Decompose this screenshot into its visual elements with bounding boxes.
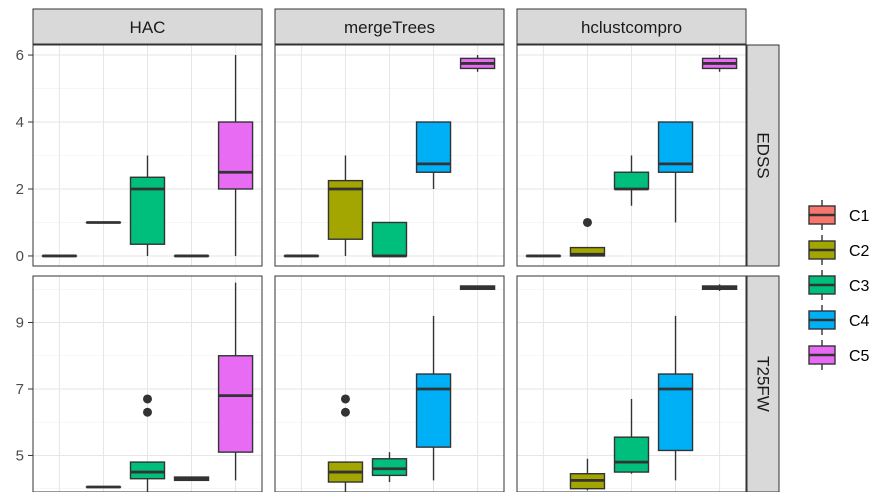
panel-mergetrees-t25fw bbox=[274, 275, 505, 492]
panel-hclustcompro-t25fw bbox=[516, 275, 747, 492]
box-body bbox=[371, 458, 408, 477]
box-c2 bbox=[569, 217, 606, 257]
legend-item-c5: C5 bbox=[808, 340, 870, 370]
box-c4 bbox=[657, 121, 694, 223]
strip-label-mergetrees: mergeTrees bbox=[344, 18, 435, 37]
box-c3 bbox=[613, 398, 650, 474]
legend-label-c4: C4 bbox=[849, 313, 870, 330]
strip-label-t25fw: T25FW bbox=[754, 356, 773, 412]
y-tick-label: 0 bbox=[16, 248, 24, 265]
legend-label-c1: C1 bbox=[849, 208, 870, 225]
box-body bbox=[613, 436, 650, 473]
strip-bg-hac bbox=[32, 8, 263, 45]
box-c4 bbox=[657, 315, 694, 481]
box-c5 bbox=[217, 55, 254, 256]
y-tick-label: 5 bbox=[16, 447, 24, 464]
box-c5 bbox=[459, 55, 496, 72]
box-body bbox=[415, 373, 452, 448]
strip-bg-edss bbox=[746, 44, 780, 267]
panel-border bbox=[274, 44, 505, 267]
box-c3 bbox=[371, 221, 408, 258]
panel-border bbox=[516, 44, 747, 267]
panel-hac-t25fw bbox=[32, 275, 263, 492]
facet-column-strips: HAC mergeTrees hclustcompro bbox=[32, 8, 747, 45]
box-c3 bbox=[371, 452, 408, 483]
y-axes: 0 2 4 6 5 7 9 bbox=[16, 47, 33, 464]
box-c4 bbox=[415, 315, 452, 481]
y-tick-label: 7 bbox=[16, 381, 24, 398]
facet-row-strips: EDSS T25FW bbox=[746, 44, 780, 492]
box-body bbox=[129, 176, 166, 245]
box-body bbox=[217, 121, 254, 190]
outlier-point bbox=[340, 394, 350, 404]
outlier-point bbox=[143, 407, 152, 417]
facet-panels bbox=[32, 44, 747, 492]
legend: C1 C2 C3 C4 C5 bbox=[808, 200, 870, 370]
box-c4 bbox=[415, 121, 452, 189]
box-body bbox=[613, 171, 650, 190]
box-c4 bbox=[173, 476, 210, 482]
strip-bg-mergetrees bbox=[274, 8, 505, 45]
y-tick-label: 6 bbox=[16, 47, 24, 64]
box-c5 bbox=[701, 284, 738, 291]
strip-label-edss: EDSS bbox=[754, 132, 773, 178]
panel-border bbox=[274, 275, 505, 492]
y-tick-label: 4 bbox=[16, 114, 24, 131]
y-tick-label: 2 bbox=[16, 181, 24, 198]
panel-mergetrees-edss bbox=[274, 44, 505, 267]
box-body bbox=[569, 246, 606, 257]
panel-hac-edss bbox=[32, 44, 263, 267]
legend-item-c3: C3 bbox=[808, 270, 870, 300]
legend-item-c4: C4 bbox=[808, 305, 870, 335]
strip-label-hclustcompro: hclustcompro bbox=[581, 18, 682, 37]
legend-item-c2: C2 bbox=[808, 235, 870, 265]
box-c3 bbox=[613, 155, 650, 206]
panel-hclustcompro-edss bbox=[516, 44, 747, 267]
panel-border bbox=[32, 275, 263, 492]
legend-item-c1: C1 bbox=[808, 200, 870, 230]
panel-border bbox=[516, 275, 747, 492]
panel-border bbox=[32, 44, 263, 267]
strip-bg-t25fw bbox=[746, 275, 780, 492]
box-c5 bbox=[701, 55, 738, 72]
legend-label-c3: C3 bbox=[849, 278, 870, 295]
box-body bbox=[129, 461, 166, 480]
outlier-point bbox=[340, 407, 350, 417]
box-c2 bbox=[327, 155, 364, 256]
legend-label-c2: C2 bbox=[849, 243, 870, 260]
outlier-point bbox=[582, 217, 592, 227]
box-c2 bbox=[327, 394, 364, 492]
legend-label-c5: C5 bbox=[849, 348, 870, 365]
box-body bbox=[657, 373, 694, 452]
box-c5 bbox=[217, 282, 254, 481]
strip-bg-hclustcompro bbox=[516, 8, 747, 45]
strip-label-hac: HAC bbox=[130, 18, 166, 37]
box-c3 bbox=[129, 155, 166, 256]
box-body bbox=[217, 355, 254, 453]
box-body bbox=[371, 221, 408, 257]
outlier-point bbox=[143, 394, 152, 404]
box-c5 bbox=[459, 285, 496, 290]
box-c2 bbox=[569, 458, 606, 491]
y-tick-label: 9 bbox=[16, 315, 24, 332]
box-c3 bbox=[129, 394, 166, 492]
